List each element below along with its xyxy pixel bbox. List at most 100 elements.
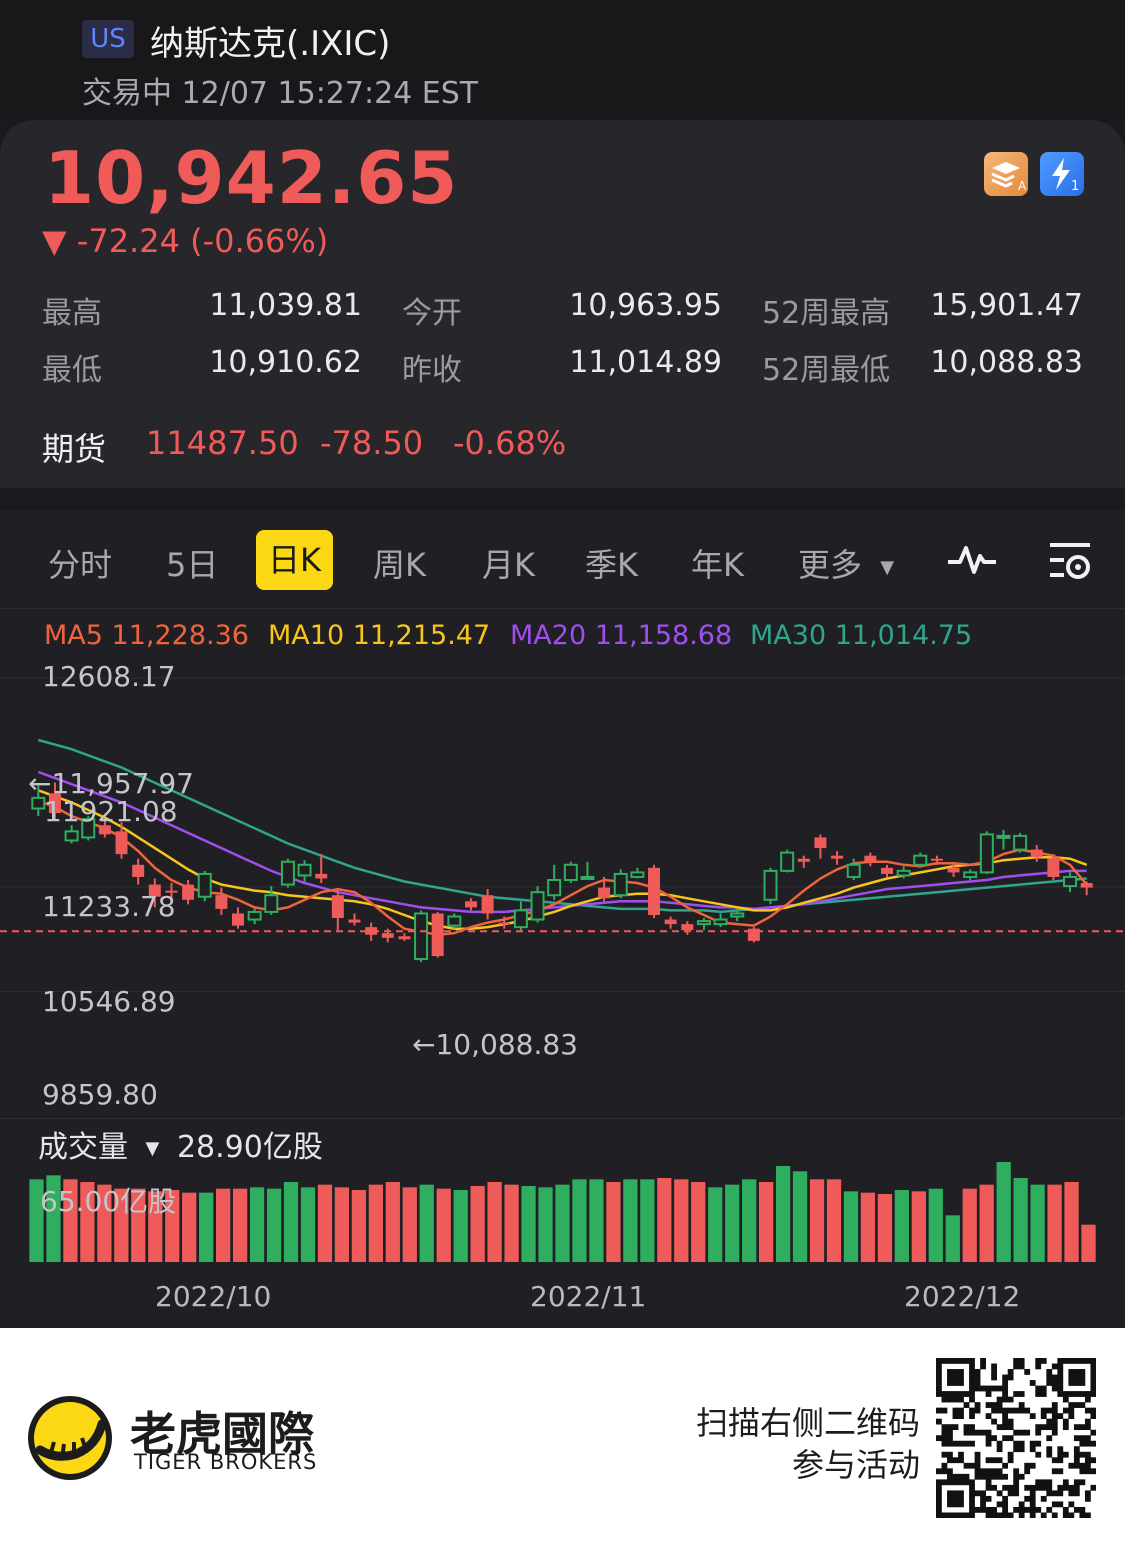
qr-module [1013,1363,1020,1370]
qr-module [1068,1501,1075,1508]
qr-module [1079,1479,1086,1486]
ma5-label: MA5 [44,620,103,651]
qr-module [1035,1506,1042,1513]
qr-module [952,1407,959,1414]
candle [48,782,61,820]
volume-value: 28.90亿股 [176,1130,323,1165]
qr-module [952,1374,959,1381]
qr-module [1079,1512,1086,1518]
qr-module [1035,1451,1042,1458]
candle-body [64,830,79,842]
svg-text:A: A [1018,179,1027,193]
qr-module [1035,1484,1042,1491]
candle-body [331,895,344,919]
candle-body [182,884,195,900]
candle-body [814,837,827,849]
qr-module [1090,1369,1096,1375]
candle-body [197,872,212,898]
qr-module [1002,1380,1009,1386]
qr-module [1018,1358,1025,1364]
volume-selector[interactable]: 成交量 ▼ 28.90亿股 [38,1122,323,1166]
qr-module [969,1396,975,1403]
qr-module [1051,1468,1058,1475]
tab-more[interactable]: 更多 ▼ [798,540,894,586]
qr-module [1007,1374,1014,1381]
qr-module [969,1440,975,1447]
candle-body [348,919,361,923]
qr-module [1046,1479,1053,1486]
candle [81,816,96,841]
candle [232,907,244,929]
qr-code[interactable] [936,1358,1096,1518]
indicator-wave-icon[interactable] [946,540,998,584]
tab-quarterly-k[interactable]: 季K [585,546,638,584]
qr-module [1007,1457,1014,1464]
qr-module [969,1369,975,1375]
qr-module [1007,1512,1014,1518]
tab-monthly-k[interactable]: 月K [482,546,535,584]
qr-module [1079,1374,1086,1381]
candle [630,867,645,879]
qr-module [1002,1413,1009,1419]
qr-module [947,1396,953,1403]
ma10-value: 11,215.47 [352,620,491,651]
stat-label-52w-low: 52周最低 [762,353,891,388]
qr-module [1051,1385,1058,1392]
candle-body [297,863,312,877]
volume-bar [657,1178,672,1262]
qr-module [1002,1396,1009,1403]
candlestick-chart[interactable] [0,660,1125,1120]
qr-module [1062,1407,1069,1414]
volume-bar [555,1184,570,1262]
candle [797,855,810,868]
qr-module [991,1484,997,1491]
tab-5day[interactable]: 5日 [166,546,219,584]
qr-module [958,1413,964,1419]
candle-body [996,834,1011,839]
qr-module [936,1435,942,1442]
candle-body [648,867,661,915]
qr-module [1051,1418,1058,1425]
candle-body [831,855,844,859]
qr-module [985,1391,992,1397]
candle [896,866,911,879]
qr-module [996,1501,1003,1508]
qr-module [974,1462,981,1469]
qr-module [1084,1468,1091,1475]
qr-module [1057,1413,1064,1419]
chart-settings-icon[interactable] [1046,540,1094,586]
qr-module [1079,1468,1086,1475]
candle [348,913,361,926]
qr-module [958,1380,964,1386]
qr-module [1084,1407,1091,1414]
qr-module [958,1451,964,1458]
qr-module [958,1501,964,1508]
volume-chart[interactable] [0,1160,1125,1264]
ma10-line [37,789,1088,930]
qr-module [952,1473,959,1480]
volume-bar [877,1194,893,1262]
ma20-label: MA20 [510,620,587,651]
qr-module [947,1468,953,1475]
tab-intraday[interactable]: 分时 [48,546,113,584]
qr-module [1073,1380,1080,1386]
qr-module [969,1374,975,1381]
qr-module [969,1380,975,1386]
tab-yearly-k[interactable]: 年K [691,546,744,584]
qr-module [1057,1358,1064,1364]
lightning-level1-icon[interactable]: 1 [1040,152,1084,196]
layers-a-icon[interactable]: A [984,152,1028,196]
volume-max-label: 65.00亿股 [40,1185,177,1218]
qr-module [1029,1380,1036,1386]
candle-body [498,922,511,925]
volume-bar [894,1190,909,1262]
qr-module [941,1358,948,1364]
tab-weekly-k[interactable]: 周K [373,546,426,584]
qr-module [941,1479,948,1486]
qr-module [985,1440,992,1447]
candle-body [165,890,178,893]
qr-module [952,1424,959,1431]
qr-module [974,1457,981,1464]
qr-module [1079,1451,1086,1458]
tab-daily-k[interactable]: 日K [256,530,333,590]
